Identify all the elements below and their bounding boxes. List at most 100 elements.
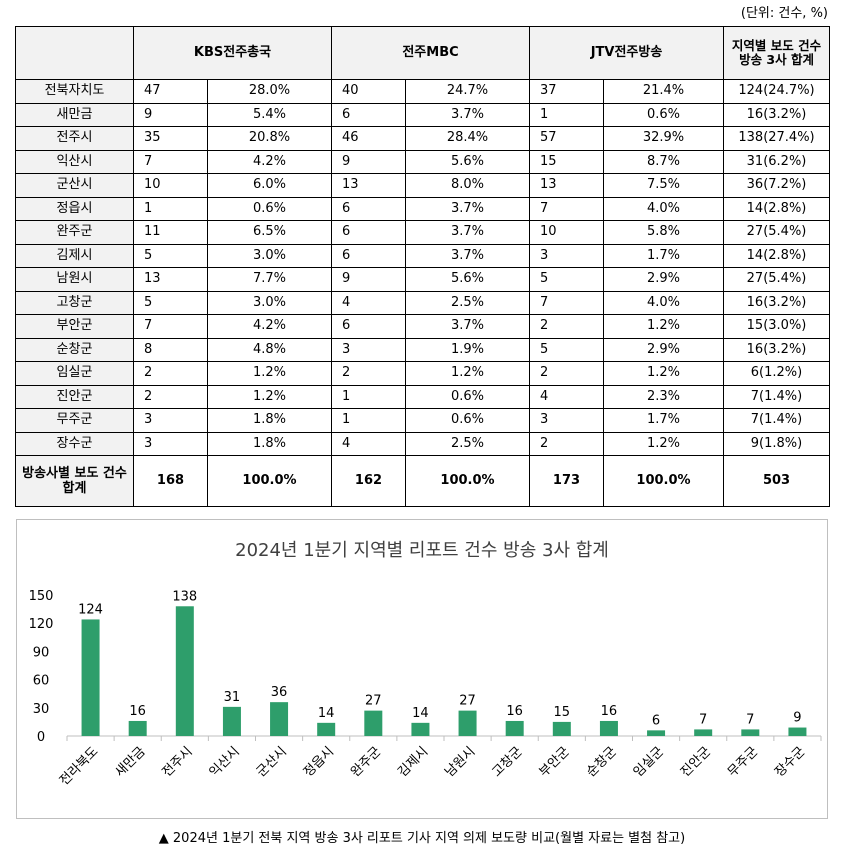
- cell-mbc-pct: 3.7%: [405, 243, 530, 268]
- category-label: 임실군: [631, 744, 667, 780]
- footer-mbc-pct: 100.0%: [405, 455, 530, 507]
- category-label: 전라북도: [57, 744, 101, 788]
- cell-kbs-pct: 1.2%: [207, 361, 332, 386]
- cell-kbs-pct: 1.8%: [207, 408, 332, 433]
- cell-kbs: 11: [133, 220, 208, 245]
- cell-region: 전북자치도: [15, 79, 134, 104]
- y-tick-label: 30: [33, 702, 50, 717]
- cell-total: 27(5.4%): [723, 267, 831, 292]
- cell-jtv: 7: [529, 290, 604, 315]
- cell-total: 16(3.2%): [723, 337, 831, 362]
- cell-total: 14(2.8%): [723, 196, 831, 221]
- category-label: 군산시: [254, 744, 290, 780]
- bar: [81, 619, 100, 736]
- cell-kbs: 35: [133, 126, 208, 151]
- cell-jtv: 15: [529, 149, 604, 174]
- cell-jtv-pct: 32.9%: [602, 126, 725, 151]
- cell-kbs-pct: 6.0%: [207, 173, 332, 198]
- table-row: 전북자치도 47 28.0% 40 24.7% 37 21.4% 124(24.7%): [15, 79, 831, 104]
- data-label: 31: [224, 690, 241, 705]
- cell-kbs: 47: [133, 79, 208, 104]
- data-label: 7: [746, 712, 754, 727]
- cell-mbc-pct: 5.6%: [405, 149, 530, 174]
- bar: [317, 722, 336, 736]
- y-tick-label: 0: [37, 730, 45, 745]
- cell-mbc: 4: [331, 290, 406, 315]
- cell-mbc: 6: [331, 243, 406, 268]
- cell-jtv: 4: [529, 384, 604, 409]
- cell-total: 36(7.2%): [723, 173, 831, 198]
- cell-mbc-pct: 3.7%: [405, 102, 530, 127]
- table-row: 익산시 7 4.2% 9 5.6% 15 8.7% 31(6.2%): [15, 149, 831, 174]
- cell-kbs-pct: 4.2%: [207, 314, 332, 339]
- cell-region: 완주군: [15, 220, 134, 245]
- cell-jtv: 10: [529, 220, 604, 245]
- cell-kbs: 10: [133, 173, 208, 198]
- cell-mbc-pct: 2.5%: [405, 290, 530, 315]
- cell-jtv-pct: 1.7%: [602, 243, 725, 268]
- bar: [788, 727, 807, 736]
- header-kbs: KBS전주총국: [133, 26, 332, 80]
- cell-region: 진안군: [15, 384, 134, 409]
- cell-mbc: 9: [331, 267, 406, 292]
- cell-kbs: 3: [133, 431, 208, 456]
- cell-mbc-pct: 1.2%: [405, 361, 530, 386]
- bar: [694, 729, 713, 736]
- bar: [647, 730, 666, 736]
- cell-mbc-pct: 2.5%: [405, 431, 530, 456]
- cell-total: 16(3.2%): [723, 290, 831, 315]
- cell-total: 7(1.4%): [723, 384, 831, 409]
- cell-mbc: 6: [331, 102, 406, 127]
- data-label: 14: [412, 706, 429, 721]
- cell-jtv-pct: 0.6%: [602, 102, 725, 127]
- y-tick-label: 90: [33, 645, 50, 660]
- cell-region: 고창군: [15, 290, 134, 315]
- cell-mbc-pct: 3.7%: [405, 196, 530, 221]
- cell-kbs: 8: [133, 337, 208, 362]
- table-corner: [15, 26, 134, 80]
- cell-mbc-pct: 0.6%: [405, 384, 530, 409]
- table-row: 정읍시 1 0.6% 6 3.7% 7 4.0% 14(2.8%): [15, 196, 831, 221]
- cell-kbs: 2: [133, 384, 208, 409]
- category-label: 남원시: [442, 744, 478, 780]
- cell-mbc-pct: 5.6%: [405, 267, 530, 292]
- footer-kbs: 168: [133, 455, 208, 507]
- data-label: 27: [459, 694, 476, 709]
- data-label: 15: [554, 705, 571, 720]
- cell-kbs-pct: 5.4%: [207, 102, 332, 127]
- table-row: 군산시 10 6.0% 13 8.0% 13 7.5% 36(7.2%): [15, 173, 831, 198]
- cell-region: 남원시: [15, 267, 134, 292]
- table-row: 완주군 11 6.5% 6 3.7% 10 5.8% 27(5.4%): [15, 220, 831, 245]
- bar: [505, 720, 524, 736]
- cell-jtv: 3: [529, 243, 604, 268]
- data-label: 16: [506, 704, 523, 719]
- cell-total: 27(5.4%): [723, 220, 831, 245]
- data-label: 36: [271, 685, 288, 700]
- cell-kbs-pct: 20.8%: [207, 126, 332, 151]
- data-label: 16: [601, 704, 618, 719]
- category-label: 김제시: [395, 744, 431, 780]
- footer-label: 방송사별 보도 건수 합계: [15, 455, 134, 507]
- category-label: 고창군: [490, 744, 526, 780]
- category-label: 부안군: [537, 744, 573, 780]
- report-count-table: KBS전주총국 전주MBC JTV전주방송 지역별 보도 건수 방송 3사 합계…: [15, 26, 831, 507]
- cell-region: 새만금: [15, 102, 134, 127]
- y-tick-label: 150: [29, 589, 54, 604]
- cell-mbc: 1: [331, 408, 406, 433]
- footer-total: 503: [723, 455, 831, 507]
- cell-mbc: 46: [331, 126, 406, 151]
- data-label: 27: [365, 694, 382, 709]
- bar: [552, 721, 571, 736]
- cell-kbs: 2: [133, 361, 208, 386]
- cell-total: 16(3.2%): [723, 102, 831, 127]
- cell-region: 임실군: [15, 361, 134, 386]
- cell-kbs-pct: 28.0%: [207, 79, 332, 104]
- cell-kbs: 1: [133, 196, 208, 221]
- category-label: 정읍시: [301, 744, 337, 780]
- cell-jtv: 3: [529, 408, 604, 433]
- cell-mbc-pct: 28.4%: [405, 126, 530, 151]
- cell-jtv: 13: [529, 173, 604, 198]
- header-jtv: JTV전주방송: [528, 26, 725, 80]
- chart-container: 2024년 1분기 지역별 리포트 건수 방송 3사 합계 0 30 60 90 120 1…: [16, 519, 828, 819]
- cell-kbs-pct: 3.0%: [207, 290, 332, 315]
